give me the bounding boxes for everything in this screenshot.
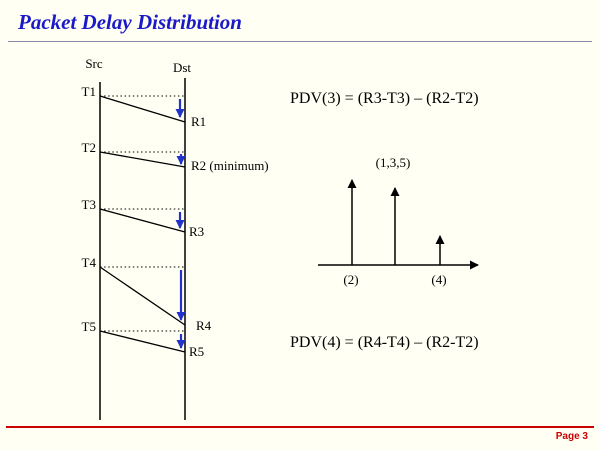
send-label-t2: T2 xyxy=(81,140,96,155)
recv-label-r2: R2 (minimum) xyxy=(191,158,269,173)
plot-label-4: (4) xyxy=(431,272,447,287)
footer-divider xyxy=(6,426,594,428)
recv-label-r3: R3 xyxy=(189,224,205,239)
src-label: Src xyxy=(85,56,103,71)
recv-label-r4: R4 xyxy=(196,318,212,333)
dst-label: Dst xyxy=(172,60,192,75)
page-number: Page 3 xyxy=(555,431,588,442)
packet-line-1 xyxy=(99,95,186,123)
formula-pdv3: PDV(3) = (R3-T3) – (R2-T2) xyxy=(290,90,479,107)
page-title: Packet Delay Distribution xyxy=(18,10,242,34)
send-label-t3: T3 xyxy=(81,197,96,212)
packet-line-3 xyxy=(99,208,186,233)
formula-pdv4: PDV(4) = (R4-T4) – (R2-T2) xyxy=(290,334,479,351)
send-label-t4: T4 xyxy=(81,255,96,270)
packet-line-4 xyxy=(99,266,186,326)
plot-label-2: (2) xyxy=(343,272,359,287)
recv-label-r1: R1 xyxy=(191,114,207,129)
packet-line-2 xyxy=(99,151,186,168)
send-label-t1: T1 xyxy=(81,84,96,99)
recv-label-r5: R5 xyxy=(189,344,205,359)
plot-label-135: (1,3,5) xyxy=(375,155,411,170)
send-label-t5: T5 xyxy=(81,319,96,334)
title-divider xyxy=(8,41,592,42)
packet-line-5 xyxy=(99,330,186,353)
